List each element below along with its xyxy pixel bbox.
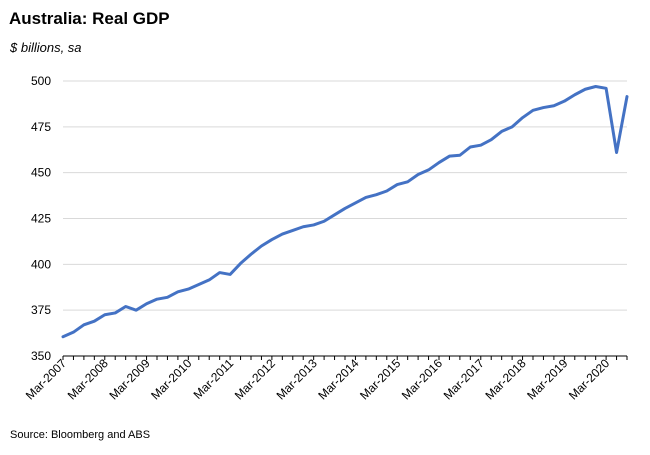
x-tick-label: Mar-2012 (232, 356, 278, 402)
gridlines (63, 80, 627, 311)
x-tick-label: Mar-2020 (566, 356, 612, 402)
y-tick-label: 450 (31, 166, 51, 180)
y-tick-label: 425 (31, 212, 51, 226)
series-line-real-gdp (61, 85, 629, 339)
x-tick-label: Mar-2011 (191, 356, 237, 402)
y-tick-label: 400 (31, 257, 51, 271)
x-tick-label: Mar-2016 (399, 356, 445, 402)
x-axis-tick-labels: Mar-2007Mar-2008Mar-2009Mar-2010Mar-2011… (23, 356, 613, 402)
x-tick-label: Mar-2009 (106, 356, 152, 402)
y-tick-label: 475 (31, 120, 51, 134)
x-tick-label: Mar-2018 (482, 356, 528, 402)
x-axis-ticks (62, 356, 628, 360)
x-tick-label: Mar-2015 (357, 356, 403, 402)
source-note: Source: Bloomberg and ABS (10, 429, 151, 441)
x-tick-label: Mar-2013 (274, 356, 320, 402)
y-tick-label: 375 (31, 303, 51, 317)
y-axis-tick-labels: 350 375 400 425 450 475 500 (31, 74, 51, 363)
y-tick-label: 500 (31, 74, 51, 88)
chart-title: Australia: Real GDP (9, 9, 170, 28)
x-tick-label: Mar-2017 (441, 356, 487, 402)
y-tick-label: 350 (31, 349, 51, 363)
x-tick-label: Mar-2019 (524, 356, 570, 402)
chart-subtitle: $ billions, sa (10, 40, 82, 55)
x-tick-label: Mar-2008 (65, 356, 111, 402)
x-tick-label: Mar-2010 (148, 356, 194, 402)
x-tick-label: Mar-2014 (315, 356, 361, 402)
series-points (63, 86, 627, 336)
